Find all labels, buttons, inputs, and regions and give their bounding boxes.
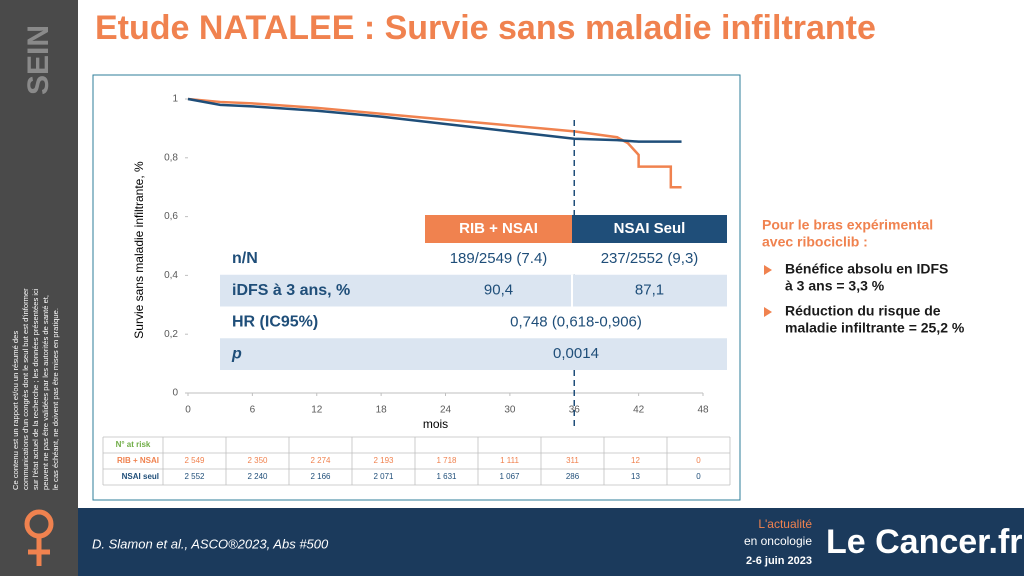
chart-frame (92, 74, 741, 501)
header-label: RIB + NSAI (459, 220, 538, 237)
footer-bar (78, 508, 1024, 576)
x-axis-label: mois (423, 417, 448, 431)
row-label: p (231, 345, 242, 362)
row-label: HR (IC95%) (232, 314, 318, 331)
logo: Le Cancer.fr (826, 523, 1023, 561)
at-risk-value: 1 067 (499, 472, 520, 481)
at-risk-value: 2 240 (247, 472, 268, 481)
cell-value: 237/2552 (9,3) (601, 250, 699, 267)
at-risk-value: 2 552 (184, 472, 205, 481)
at-risk-value: 1 111 (500, 456, 519, 465)
y-tick-label: 0,2 (164, 329, 178, 340)
at-risk-value: 2 549 (184, 456, 205, 465)
table-row (220, 306, 727, 339)
note-bullet: à 3 ans = 3,3 % (785, 278, 885, 294)
at-risk-value: 2 071 (373, 472, 394, 481)
footer-dates: 2-6 juin 2023 (746, 555, 812, 567)
header-label: NSAI Seul (614, 220, 686, 237)
y-axis-label: Survie sans maladie infiltrante, % (132, 161, 146, 339)
cell-value: 189/2549 (7.4) (450, 250, 548, 267)
disclaimer-line: communications d'un congrès dont le seul… (21, 288, 30, 490)
cell-value: 90,4 (484, 282, 513, 299)
at-risk-value: 13 (631, 472, 640, 481)
note-heading: avec ribociclib : (762, 234, 868, 250)
at-risk-value: 2 350 (247, 456, 268, 465)
x-tick-label: 12 (311, 405, 323, 416)
table-row (220, 243, 727, 275)
y-tick-label: 0,4 (164, 270, 178, 281)
at-risk-value: 12 (631, 456, 640, 465)
bullet-marker (764, 265, 772, 275)
x-tick-label: 0 (185, 405, 191, 416)
x-tick-label: 24 (440, 405, 452, 416)
note-bullet: maladie infiltrante = 25,2 % (785, 320, 965, 336)
x-tick-label: 6 (250, 405, 256, 416)
x-tick-label: 30 (504, 405, 516, 416)
y-tick-label: 0,8 (164, 152, 178, 163)
at-risk-label: RIB + NSAI (117, 456, 159, 465)
note-bullet: Bénéfice absolu en IDFS (785, 261, 948, 277)
sidebar (0, 0, 78, 576)
at-risk-value: 1 718 (436, 456, 457, 465)
disclaimer-line: Ce contenu est un rapport et/ou un résum… (11, 331, 20, 490)
at-risk-value: 2 274 (310, 456, 331, 465)
at-risk-value: 2 166 (310, 472, 331, 481)
footer-tag: L'actualité (758, 517, 812, 531)
row-label: n/N (232, 250, 258, 267)
y-tick-label: 1 (172, 94, 178, 105)
at-risk-value: 1 631 (436, 472, 457, 481)
header-cell (425, 215, 572, 243)
cell-value: 0,748 (0,618-0,906) (510, 313, 642, 330)
at-risk-value: 0 (696, 472, 701, 481)
y-tick-label: 0,6 (164, 211, 178, 222)
survival-curve (187, 97, 682, 143)
x-tick-label: 48 (697, 405, 709, 416)
female-symbol (24, 509, 54, 566)
at-risk-value: 286 (566, 472, 580, 481)
at-risk-header: N° at risk (116, 440, 151, 449)
section-label: SEIN (22, 25, 55, 95)
source: D. Slamon et al., ASCO®2023, Abs #500 (92, 536, 329, 551)
footer-tag: en oncologie (744, 534, 812, 548)
table-row (220, 338, 727, 370)
note-bullet: Réduction du risque de (785, 303, 941, 319)
at-risk-value: 2 193 (373, 456, 394, 465)
at-risk-value: 0 (696, 456, 701, 465)
table-row (220, 274, 727, 307)
header-cell (572, 215, 727, 243)
cell-value: 87,1 (635, 282, 664, 299)
cell-value: 0,0014 (553, 345, 599, 362)
disclaimer-line: sur l'état actuel de la recherche ; les … (31, 288, 40, 490)
note-heading: Pour le bras expérimental (762, 217, 933, 233)
slide-title: Etude NATALEE : Survie sans maladie infi… (95, 9, 876, 47)
at-risk-label: NSAI seul (122, 472, 159, 481)
disclaimer-line: peuvent ne pas être validées par les aut… (41, 295, 50, 490)
x-tick-label: 42 (633, 405, 645, 416)
disclaimer-line: le cas échéant, ne doivent pas être mise… (51, 308, 60, 490)
row-label: iDFS à 3 ans, % (232, 282, 350, 299)
at-risk-value: 311 (566, 456, 579, 465)
bullet-marker (764, 307, 772, 317)
x-tick-label: 18 (376, 405, 388, 416)
y-tick-label: 0 (172, 388, 178, 399)
